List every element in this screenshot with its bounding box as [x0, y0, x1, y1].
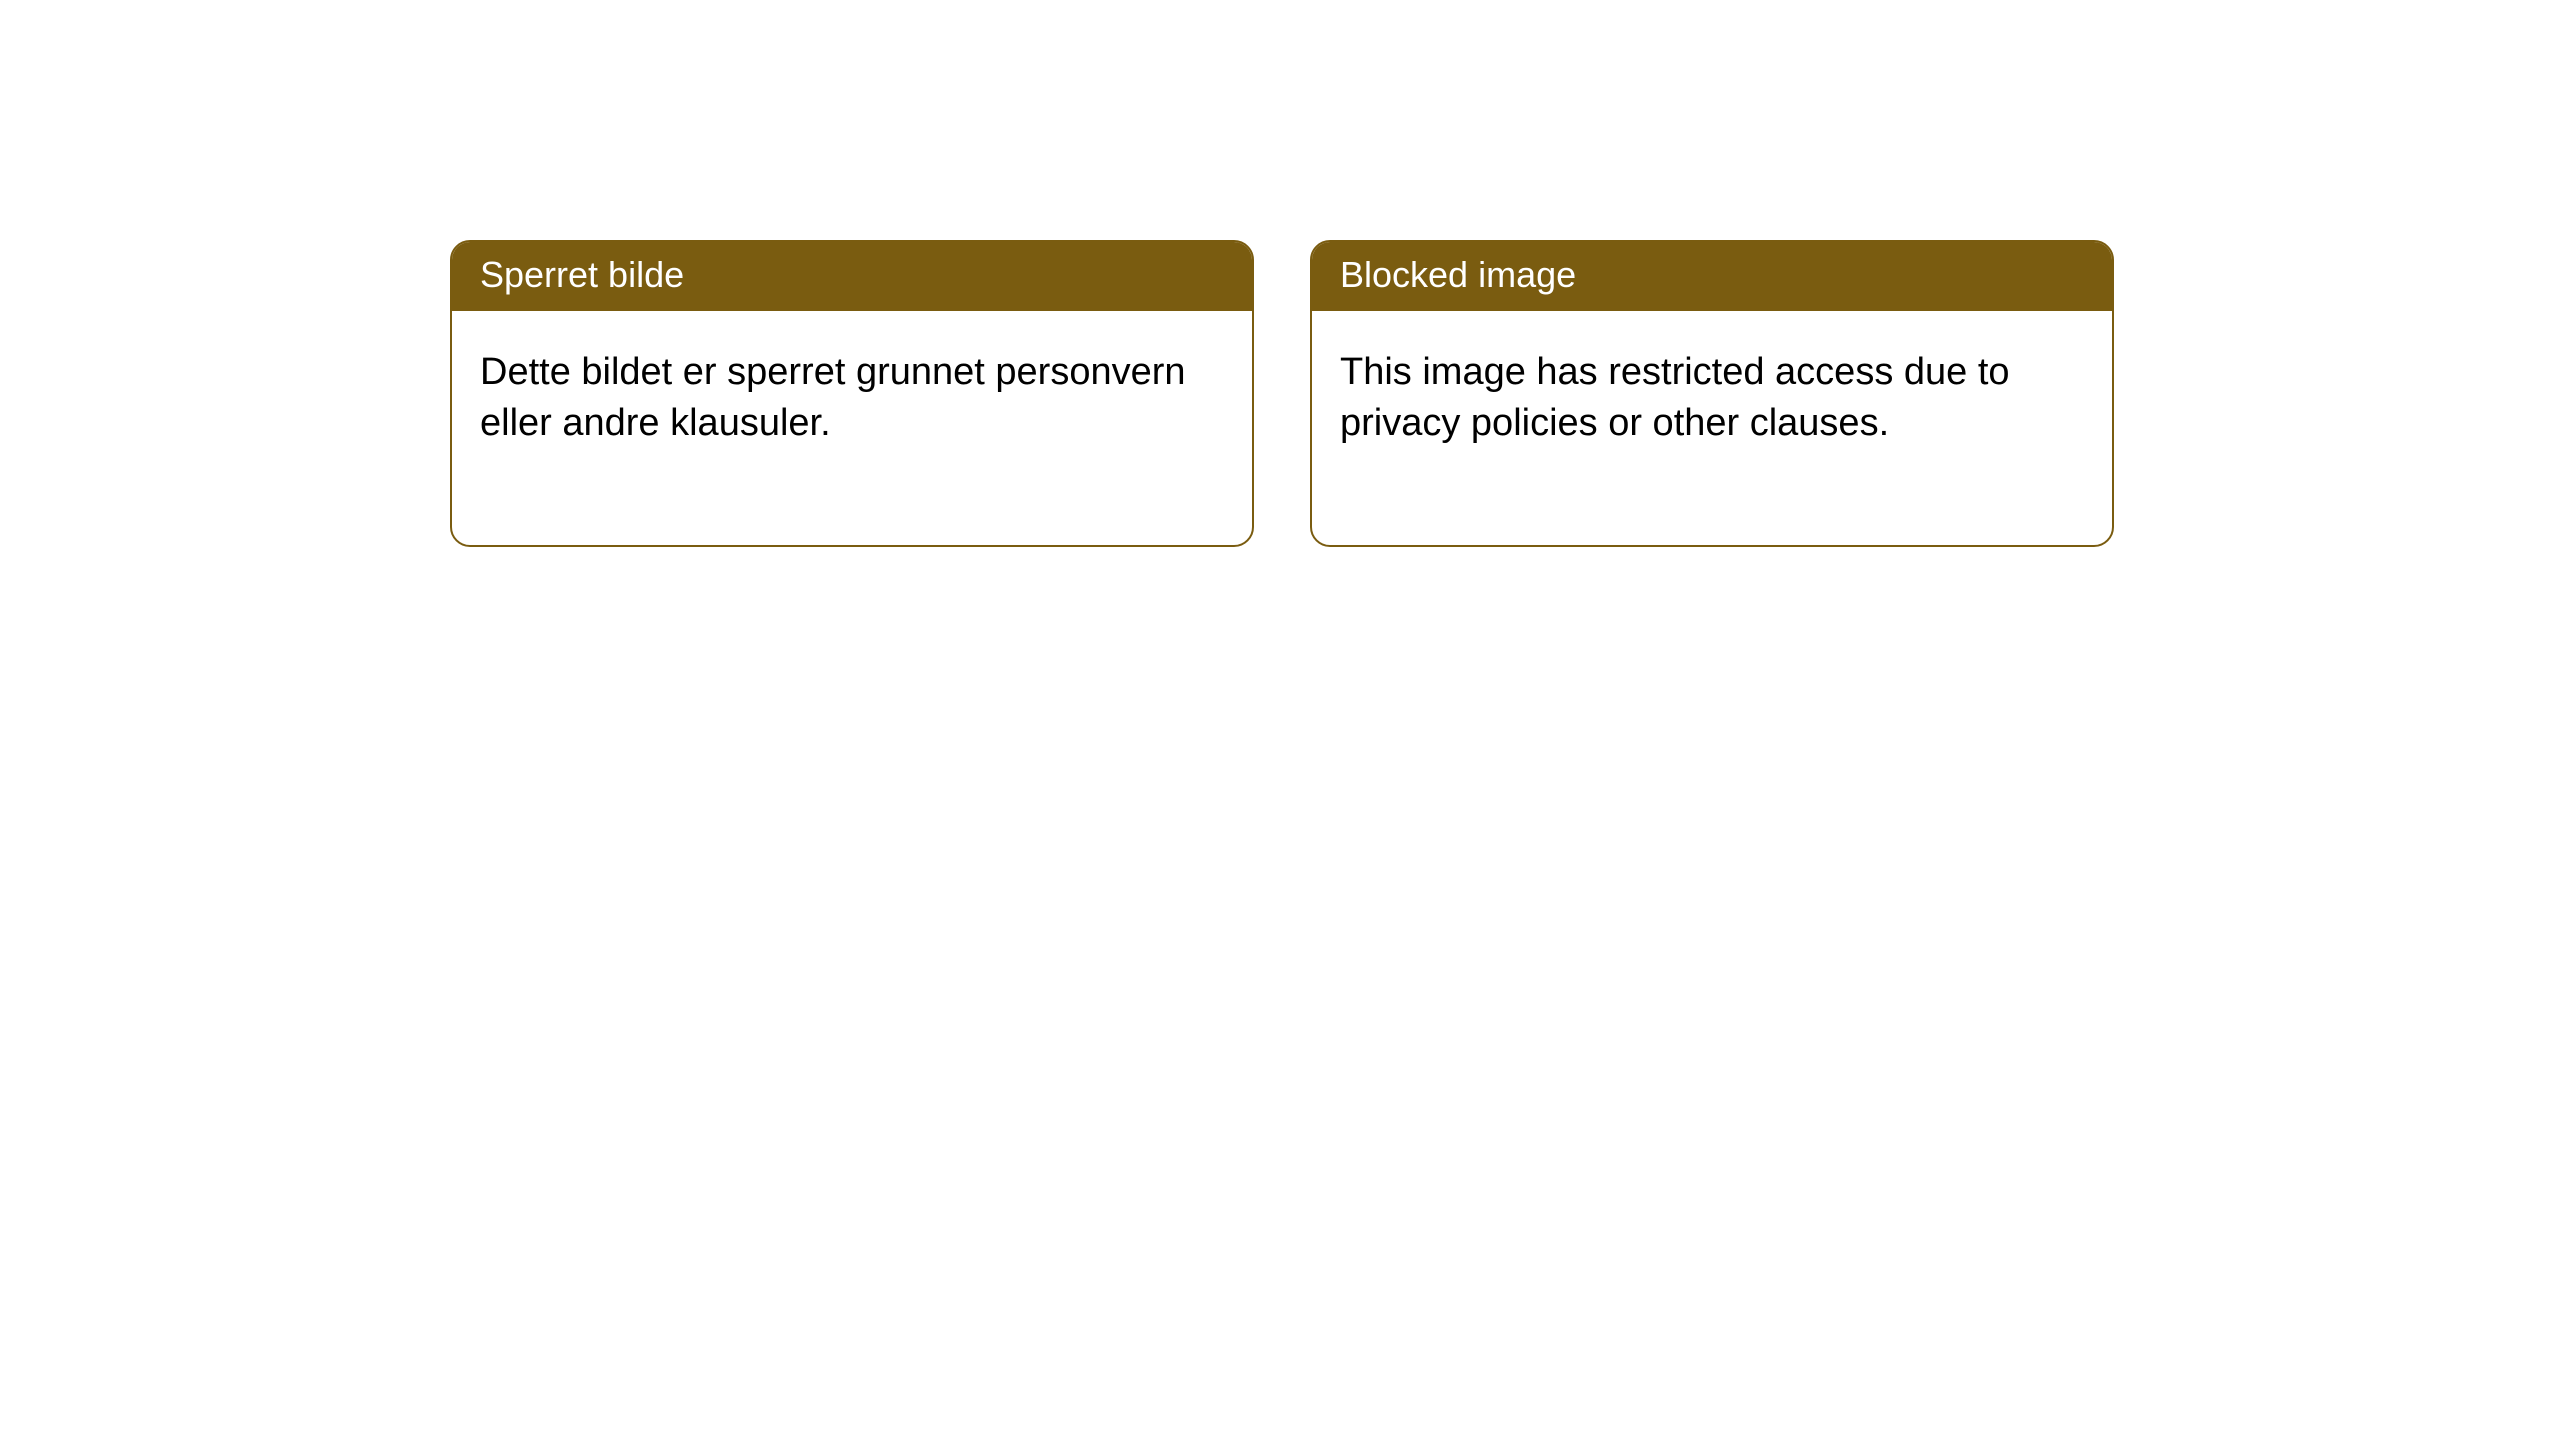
notice-card-en: Blocked image This image has restricted … [1310, 240, 2114, 547]
notice-container: Sperret bilde Dette bildet er sperret gr… [0, 0, 2560, 547]
notice-body-en: This image has restricted access due to … [1312, 311, 2112, 546]
notice-title-no: Sperret bilde [452, 242, 1252, 311]
notice-card-no: Sperret bilde Dette bildet er sperret gr… [450, 240, 1254, 547]
notice-title-en: Blocked image [1312, 242, 2112, 311]
notice-body-no: Dette bildet er sperret grunnet personve… [452, 311, 1252, 546]
